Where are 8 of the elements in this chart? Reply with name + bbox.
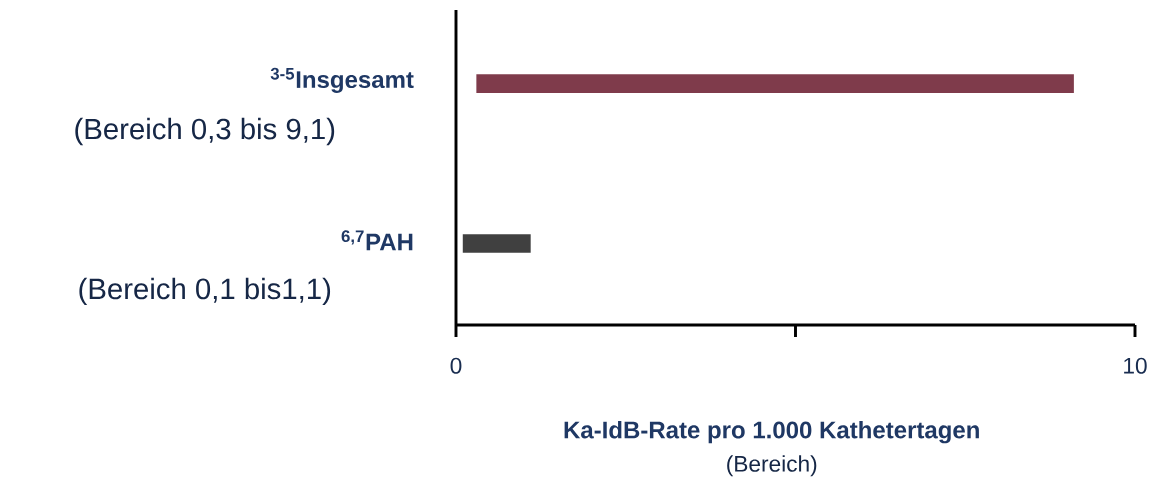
y-tick-label: $^{6,7}$PAH (341, 230, 413, 251)
x-axis-title: Ka-IdB-Rate pro 1.000 Kathetertagen (564, 420, 979, 444)
y-tick-label: $^{3-5}$Insgesamt (270, 67, 414, 93)
x-tick-label: 0 (450, 357, 462, 374)
x-tick-label: 10 (1124, 357, 1147, 374)
text: (Bereich 0,1 bis1,1) (79, 277, 331, 306)
text: (Bereich) (727, 455, 817, 477)
text: (Bereich 0,3 bis 9,1) (75, 117, 335, 146)
